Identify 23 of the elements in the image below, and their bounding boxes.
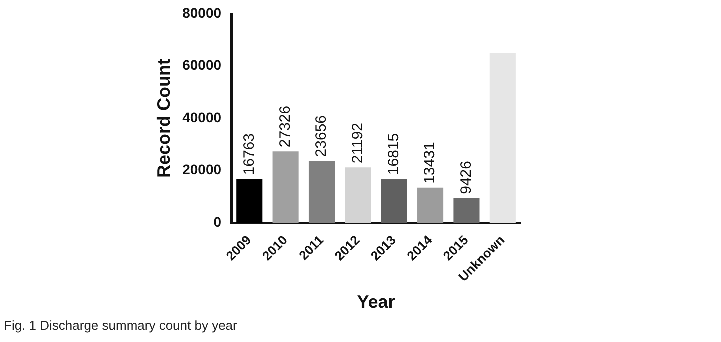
bar bbox=[308, 161, 336, 224]
y-axis-title: Record Count bbox=[154, 59, 174, 178]
data-label: 16763 bbox=[240, 133, 258, 176]
x-axis-title: Year bbox=[357, 292, 396, 312]
y-tick-label: 20000 bbox=[182, 162, 222, 178]
data-label: 21192 bbox=[349, 123, 366, 164]
data-label: 23656 bbox=[313, 115, 330, 158]
data-label: 16815 bbox=[386, 133, 402, 176]
bar bbox=[490, 53, 516, 224]
bar bbox=[345, 168, 372, 224]
bar bbox=[454, 198, 480, 224]
y-tick-label: 0 bbox=[214, 214, 222, 230]
bar bbox=[418, 188, 444, 224]
y-tick-label: 80000 bbox=[182, 4, 222, 21]
y-tick-label: 40000 bbox=[182, 109, 222, 126]
bar bbox=[381, 179, 408, 224]
data-label: 13431 bbox=[422, 142, 439, 184]
bar bbox=[272, 152, 299, 224]
caption: Fig. 1 Discharge summary count by year bbox=[3, 318, 238, 333]
y-tick-label: 60000 bbox=[182, 57, 222, 74]
data-label: 9426 bbox=[458, 161, 475, 194]
data-label: 27326 bbox=[276, 106, 294, 148]
bar bbox=[236, 179, 263, 224]
